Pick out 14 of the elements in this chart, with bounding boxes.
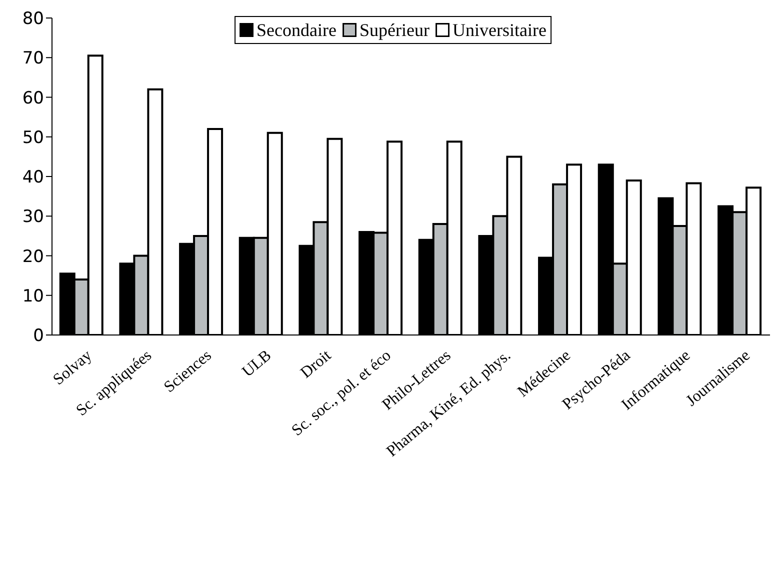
y-tick-label: 0	[33, 326, 44, 346]
legend-label: Secondaire	[256, 19, 337, 41]
legend-label: Supérieur	[360, 19, 430, 41]
y-tick-label: 80	[22, 9, 44, 30]
y-tick-label: 60	[22, 88, 44, 108]
y-tick-label: 70	[22, 48, 44, 69]
x-tick-label: ULB	[239, 347, 275, 381]
y-tick-label: 50	[22, 128, 44, 148]
y-tick-label: 10	[22, 286, 44, 306]
legend-label: Universitaire	[452, 19, 546, 41]
y-tick-label: 30	[22, 207, 44, 228]
y-tick-label: 20	[22, 246, 44, 267]
x-tick-label: Droit	[298, 346, 335, 382]
y-tick-label: 40	[22, 168, 44, 188]
